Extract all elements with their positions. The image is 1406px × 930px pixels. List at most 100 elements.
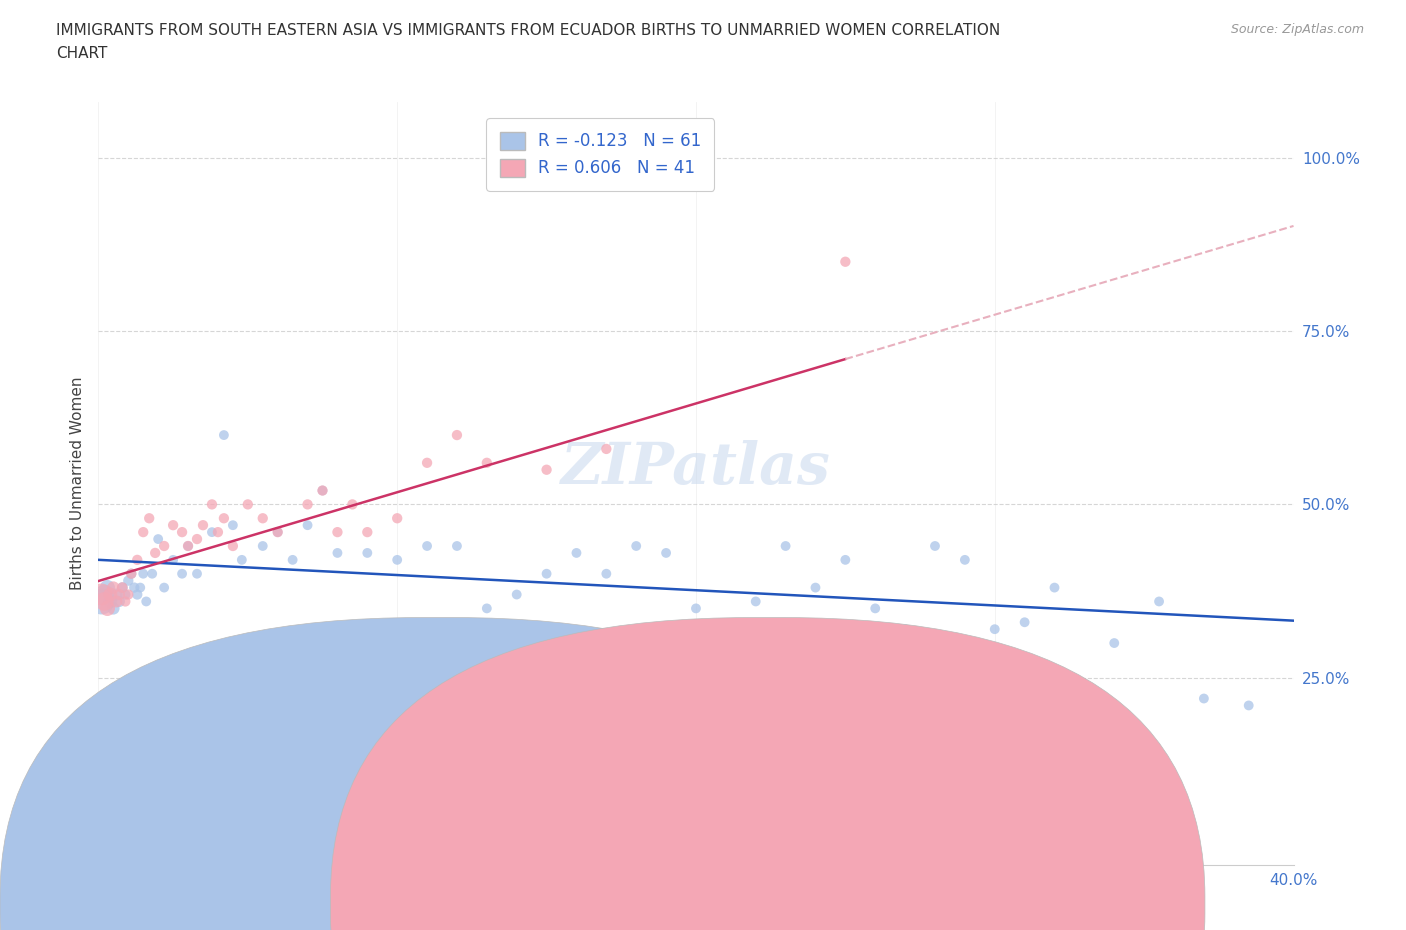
Point: [93, 594, 115, 609]
Point: [93, 587, 115, 602]
Y-axis label: Births to Unmarried Women: Births to Unmarried Women: [69, 377, 84, 591]
Point: [595, 566, 617, 581]
Point: [326, 525, 349, 539]
Point: [132, 525, 155, 539]
Point: [177, 538, 200, 553]
Point: [108, 594, 131, 609]
Point: [745, 594, 768, 609]
Point: [297, 497, 319, 512]
Point: [356, 525, 378, 539]
Point: [96, 601, 118, 616]
Point: [775, 538, 797, 553]
Point: [141, 566, 163, 581]
Point: [105, 594, 128, 609]
Text: Source: ZipAtlas.com: Source: ZipAtlas.com: [1230, 23, 1364, 36]
Point: [98, 587, 122, 602]
Point: [281, 552, 304, 567]
Point: [201, 497, 224, 512]
Text: Immigrants from Ecuador: Immigrants from Ecuador: [755, 897, 932, 911]
Point: [536, 462, 558, 477]
Point: [108, 587, 131, 602]
Point: [475, 456, 498, 471]
Point: [124, 580, 146, 595]
Point: [114, 594, 136, 609]
Point: [172, 525, 194, 539]
Point: [416, 456, 439, 471]
Point: [191, 518, 214, 533]
Point: [143, 546, 166, 561]
Point: [186, 566, 208, 581]
Point: [714, 622, 737, 637]
Point: [177, 538, 200, 553]
Point: [127, 587, 149, 602]
Point: [536, 566, 558, 581]
Point: [103, 580, 125, 595]
Point: [153, 580, 176, 595]
Point: [111, 580, 134, 595]
Point: [98, 594, 122, 609]
Point: [252, 538, 274, 553]
Point: [475, 601, 498, 616]
Point: [231, 552, 253, 567]
Point: [201, 525, 224, 539]
Point: [297, 518, 319, 533]
Point: [804, 580, 827, 595]
Point: [117, 587, 139, 602]
Point: [153, 538, 176, 553]
Point: [1043, 580, 1066, 595]
Point: [834, 552, 856, 567]
Point: [356, 546, 378, 561]
Point: [311, 483, 333, 498]
Point: [311, 483, 333, 498]
Point: [834, 254, 856, 269]
Point: [267, 525, 290, 539]
Point: [138, 511, 160, 525]
Point: [385, 552, 409, 567]
Point: [96, 580, 118, 595]
Point: [117, 573, 139, 588]
Point: [565, 546, 588, 561]
Point: [1147, 594, 1170, 609]
Point: [212, 511, 235, 525]
Point: [103, 601, 125, 616]
Point: [446, 428, 468, 443]
Point: [506, 663, 529, 678]
Text: ZIPatlas: ZIPatlas: [561, 440, 831, 497]
Legend: R = -0.123   N = 61, R = 0.606   N = 41: R = -0.123 N = 61, R = 0.606 N = 41: [486, 118, 714, 191]
Point: [984, 622, 1007, 637]
Point: [1192, 691, 1215, 706]
Text: CHART: CHART: [56, 46, 108, 61]
Point: [416, 538, 439, 553]
Point: [953, 552, 976, 567]
Point: [326, 546, 349, 561]
Point: [135, 594, 157, 609]
Point: [148, 532, 170, 547]
Point: [1104, 635, 1126, 650]
Point: [90, 587, 112, 602]
Point: [212, 428, 235, 443]
Point: [1014, 615, 1036, 630]
Point: [162, 552, 184, 567]
Point: [120, 566, 142, 581]
Point: [132, 566, 155, 581]
Point: [924, 538, 946, 553]
Point: [446, 538, 468, 553]
Point: [114, 587, 136, 602]
Point: [222, 538, 245, 553]
Text: Immigrants from South Eastern Asia: Immigrants from South Eastern Asia: [402, 897, 652, 911]
Point: [865, 601, 887, 616]
Point: [655, 546, 678, 561]
Point: [342, 497, 364, 512]
Point: [894, 622, 917, 637]
Point: [120, 566, 142, 581]
Point: [685, 601, 707, 616]
Point: [90, 594, 112, 609]
Point: [626, 538, 648, 553]
Point: [385, 511, 409, 525]
Point: [172, 566, 194, 581]
Point: [129, 580, 152, 595]
Point: [111, 580, 134, 595]
Text: IMMIGRANTS FROM SOUTH EASTERN ASIA VS IMMIGRANTS FROM ECUADOR BIRTHS TO UNMARRIE: IMMIGRANTS FROM SOUTH EASTERN ASIA VS IM…: [56, 23, 1001, 38]
Point: [186, 532, 208, 547]
Point: [105, 587, 128, 602]
